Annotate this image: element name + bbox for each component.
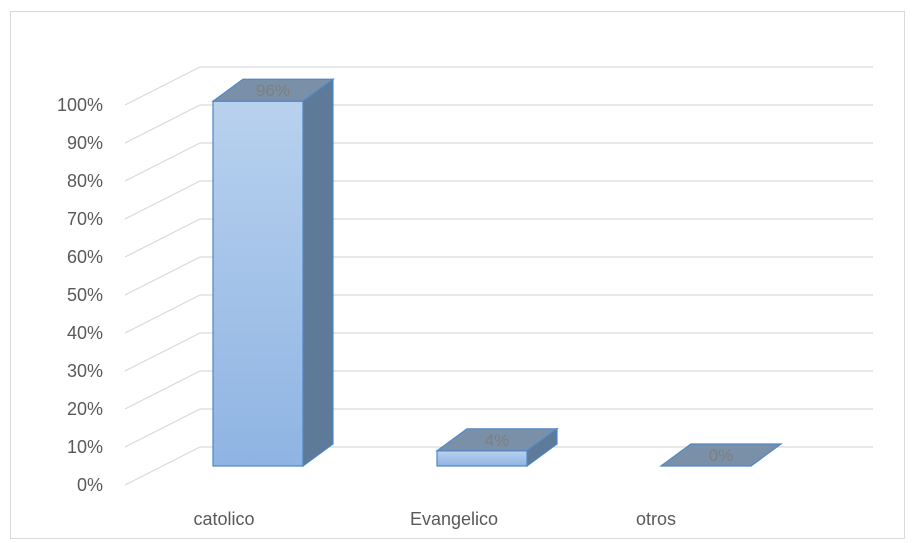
gridline-diagonal [124, 218, 201, 258]
category-label: catolico [193, 509, 254, 529]
bar-top-face [211, 78, 335, 102]
y-tick-label: 0% [77, 475, 103, 495]
gridline-diagonal [124, 332, 201, 372]
gridline-diagonal [124, 370, 201, 410]
gridline-diagonal [124, 66, 201, 106]
data-label: 96% [256, 81, 290, 100]
bar-front-face [436, 450, 528, 467]
bar-front-face [212, 100, 304, 467]
gridline-diagonal [124, 294, 201, 334]
y-tick-label: 50% [67, 285, 103, 305]
y-tick-label: 30% [67, 361, 103, 381]
bar-side-face [302, 78, 334, 468]
gridline-diagonal [124, 256, 201, 296]
gridline-diagonal [124, 180, 201, 220]
data-label: 0% [709, 446, 734, 465]
gridline-diagonal [124, 408, 201, 448]
gridline-diagonal [124, 446, 201, 486]
y-tick-label: 60% [67, 247, 103, 267]
bar-evangelico [435, 427, 559, 468]
bars [211, 78, 783, 468]
gridline-diagonal [124, 142, 201, 182]
y-tick-label: 20% [67, 399, 103, 419]
bar-catolico [211, 78, 335, 468]
data-labels: 96% 4% 0% [256, 81, 733, 465]
y-tick-label: 90% [67, 133, 103, 153]
y-tick-label: 10% [67, 437, 103, 457]
bar-otros [659, 443, 783, 467]
category-label: otros [636, 509, 676, 529]
y-tick-label: 80% [67, 171, 103, 191]
bar-top-face [435, 428, 559, 452]
category-label: Evangelico [410, 509, 498, 529]
y-tick-label: 70% [67, 209, 103, 229]
y-tick-label: 40% [67, 323, 103, 343]
y-tick-label: 100% [57, 95, 103, 115]
bar-top-face [659, 443, 783, 467]
data-label: 4% [485, 431, 510, 450]
gridline-diagonal [124, 104, 201, 144]
category-labels: catolico Evangelico otros [193, 509, 676, 529]
y-axis-ticks: 0% 10% 20% 30% 40% 50% 60% 70% 80% 90% 100% [57, 95, 103, 495]
